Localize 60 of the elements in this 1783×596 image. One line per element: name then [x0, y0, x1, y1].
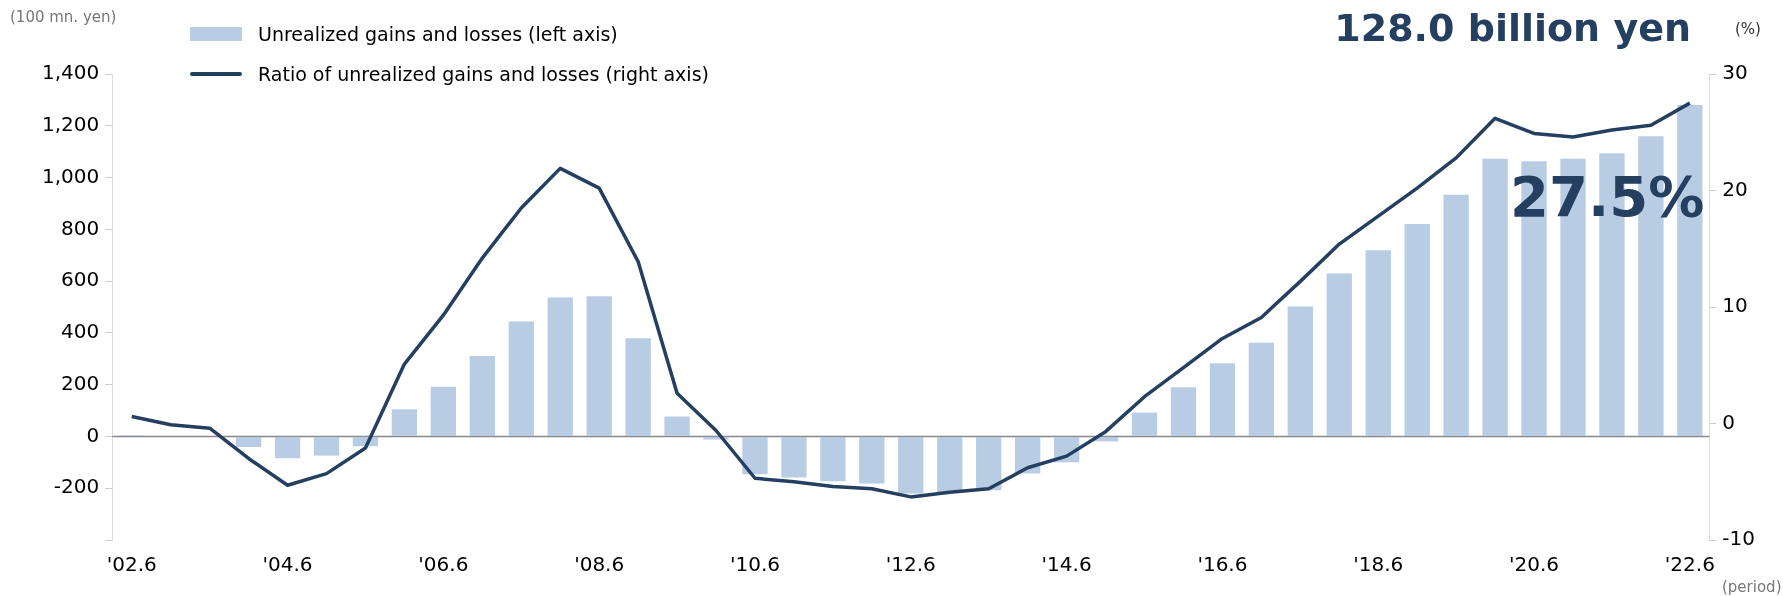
bar — [781, 436, 807, 478]
y-axis-title: (100 mn. yen) — [10, 8, 117, 26]
x-tick-label: '18.6 — [1353, 552, 1404, 577]
text: 128.0 billion yen — [1334, 6, 1691, 50]
y-tick-label: -200 — [53, 474, 100, 499]
legend-label: Ratio of unrealized gains and losses (right axis) — [258, 63, 709, 85]
bar — [274, 436, 301, 459]
x-tick-label: '06.6 — [418, 552, 469, 577]
y2-tick-label: 20 — [1722, 176, 1748, 201]
y2-tick-label: 10 — [1722, 293, 1748, 318]
bar — [508, 321, 534, 436]
bar — [1482, 158, 1508, 436]
bar — [469, 355, 495, 436]
y-tick-label: 1,200 — [41, 111, 100, 136]
x-tick-label: '10.6 — [729, 552, 780, 577]
x-tick-label: '16.6 — [1197, 552, 1248, 577]
y2-tick-label: 30 — [1722, 60, 1748, 85]
bar — [313, 436, 340, 456]
y-tick-label: 800 — [61, 215, 100, 240]
bar — [586, 296, 612, 436]
x-tick-label: '20.6 — [1509, 552, 1560, 577]
x-tick-label: '02.6 — [106, 552, 157, 577]
bar — [976, 436, 1002, 491]
bar — [547, 297, 573, 436]
bar — [430, 386, 457, 436]
x-tick-label: '08.6 — [574, 552, 625, 577]
bar — [1287, 306, 1313, 436]
y-tick-label: 600 — [61, 267, 100, 292]
y-tick-label: 1,000 — [41, 163, 100, 188]
y-tick-label: 0 — [86, 422, 100, 447]
y-tick-label: 200 — [61, 370, 100, 395]
y2-axis-title: (%) — [1735, 20, 1761, 38]
y2-tick-label: -10 — [1722, 526, 1756, 551]
x-axis-title: (period) — [1722, 578, 1782, 596]
legend-label: Unrealized gains and losses (left axis) — [258, 23, 618, 45]
bar — [820, 436, 846, 482]
y2-tick-label: 0 — [1722, 409, 1736, 434]
bar — [1170, 387, 1197, 436]
bar — [664, 416, 690, 436]
bar — [937, 436, 963, 493]
bar — [1209, 363, 1236, 436]
bar — [1365, 250, 1391, 436]
bar — [235, 436, 262, 448]
x-tick-label: '14.6 — [1041, 552, 1092, 577]
y-tick-label: 400 — [61, 319, 100, 344]
annotation: 27.5% — [1510, 164, 1705, 229]
bar — [391, 409, 418, 436]
bar — [1326, 273, 1352, 436]
bar — [898, 436, 924, 494]
x-tick-label: '12.6 — [885, 552, 936, 577]
bar — [1131, 412, 1158, 436]
y-tick-label: 1,400 — [41, 60, 100, 85]
bar — [1248, 342, 1275, 436]
bar — [742, 436, 768, 475]
bar — [1443, 194, 1469, 436]
x-tick-label: '04.6 — [262, 552, 313, 577]
x-tick-label: '22.6 — [1664, 552, 1715, 577]
bar — [859, 436, 885, 484]
bar — [1404, 223, 1430, 436]
bar — [625, 338, 651, 436]
